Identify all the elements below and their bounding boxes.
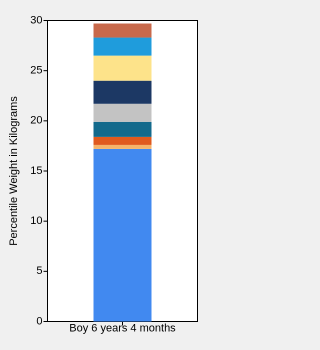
bar-segment [93,148,152,322]
y-tick-label: 15 [30,165,42,177]
bar-segment [93,103,152,122]
bar-segment [93,136,152,145]
y-tick-label: 10 [30,215,42,227]
y-tick-label: 20 [30,115,42,127]
bar-segment [93,121,152,137]
bar-segment [93,37,152,56]
y-axis-label: Percentile Weight in Kilograms [8,96,20,246]
bar-segment [93,80,152,104]
y-tick-label: 25 [30,65,42,77]
bar-segment [93,23,152,38]
chart: Percentile Weight in Kilograms 0 5 10 15 20 2… [8,14,198,334]
bar-segment [93,55,152,81]
y-tick-label: 30 [30,14,42,26]
y-tick-label: 5 [36,265,42,277]
y-tick-label: 0 [36,315,42,327]
x-tick-label: Boy 6 years 4 months [69,322,176,334]
bar-segment [93,144,152,149]
